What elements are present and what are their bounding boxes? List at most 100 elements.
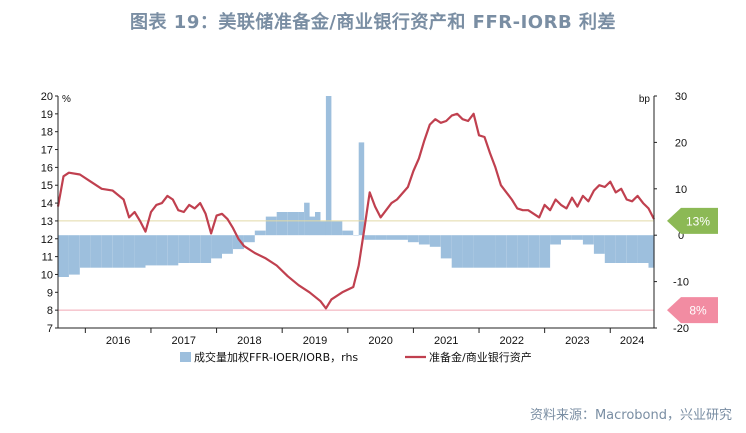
spread-bar [517,235,529,268]
spread-bar [528,235,540,268]
spread-bar [637,235,649,263]
spread-bar [233,235,244,250]
spread-bar [506,235,518,268]
spread-bar [222,235,233,254]
spread-bar [287,212,299,236]
spread-bar [572,235,583,240]
right-tick-label: 0 [678,230,684,242]
left-tick-label: 11 [42,252,53,264]
x-tick-label: 2018 [237,335,261,347]
x-tick-label: 2017 [172,335,196,347]
badge-8-shape [667,297,718,324]
chart-title: 图表 19：美联储准备金/商业银行资产和 FFR-IORB 利差 [130,12,616,33]
left-tick-label: 8 [47,305,53,317]
right-tick-label: 10 [675,184,687,196]
axes-layer: 7 8 9 10 11 12 13 14 15 16 17 18 19 20 % -20 -10 0 10 20 30 b… [41,91,689,347]
right-tick-label: -10 [673,277,689,289]
left-tick-label: 9 [47,287,53,299]
left-tick-label: 14 [41,198,53,210]
spread-bar [418,235,430,245]
spread-bar [593,235,605,254]
spread-bar [342,230,354,236]
left-tick-label: 19 [41,109,53,121]
spread-bar [112,235,124,268]
spread-bar [243,235,255,243]
spread-bar [276,212,288,236]
source-note: 资料来源：Macrobond，兴业研究 [529,408,732,423]
spread-bar [615,235,627,263]
spread-bar [58,235,69,277]
spread-bar [440,235,452,259]
x-tick-label: 2022 [500,335,524,347]
spread-bar [167,235,179,266]
spread-bar [156,235,168,266]
spread-bar [309,216,315,236]
spread-bar [189,235,201,263]
legend: 成交量加权FFR-IOER/IORB，rhs 准备金/商业银行资产 [180,350,532,364]
spread-bar [648,235,654,268]
right-axis-unit: bp [639,94,651,105]
reference-lines [58,220,654,311]
spread-bar [473,235,485,268]
spread-bar [304,202,310,236]
x-tick-label: 2020 [368,335,392,347]
spread-bar [495,235,507,268]
spread-bar [582,235,594,245]
spread-bar [79,235,91,268]
left-tick-label: 12 [41,234,53,246]
spread-bar [561,235,572,240]
spread-bar [429,235,441,247]
legend-bar-label: 成交量加权FFR-IOER/IORB，rhs [194,350,358,364]
legend-bar-swatch [180,352,191,362]
left-tick-label: 10 [41,269,53,281]
spread-bar [386,235,397,240]
spread-bar [484,235,496,268]
x-tick-label: 2023 [565,335,589,347]
spread-bar [101,235,113,268]
left-tick-label: 7 [47,323,53,335]
spread-bar [134,235,146,268]
left-tick-label: 20 [41,91,53,103]
right-tick-label: 30 [675,91,687,103]
line-layer [56,112,655,310]
left-axis-unit: % [62,94,71,105]
x-tick-label: 2016 [106,335,130,347]
x-tick-label: 2021 [434,335,458,347]
spread-bar [331,221,343,236]
spread-bar [200,235,212,263]
spread-bar [550,235,561,245]
badge-13-label: 13% [686,214,710,228]
spread-bar [397,235,408,240]
right-tick-label: 20 [675,137,687,149]
spread-bar [254,230,266,236]
spread-bar [211,235,222,259]
spread-bar [123,235,135,268]
spread-bar [375,235,386,240]
left-tick-label: 16 [41,162,53,174]
left-tick-label: 17 [41,145,53,157]
spread-bar [320,221,326,236]
spread-bar [364,235,376,240]
spread-bar [90,235,102,268]
badges: 13% 8% [667,207,718,324]
badge-13-shape [667,207,718,234]
left-tick-label: 13 [41,216,53,228]
spread-bar [604,235,616,263]
left-tick-label: 18 [41,127,53,139]
x-tick-label: 2019 [303,335,327,347]
x-tick-label: 2024 [620,335,644,347]
spread-bar [451,235,463,268]
spread-bar [407,235,419,243]
reserves-line [56,112,655,310]
left-tick-label: 15 [41,180,53,192]
legend-line-label: 准备金/商业银行资产 [429,350,532,364]
spread-bar [325,96,332,236]
spread-bar [358,142,365,236]
spread-bar [298,212,305,236]
bars-layer [58,96,655,277]
spread-bar [626,235,638,263]
spread-bar [265,216,277,236]
spread-bar [539,235,551,268]
